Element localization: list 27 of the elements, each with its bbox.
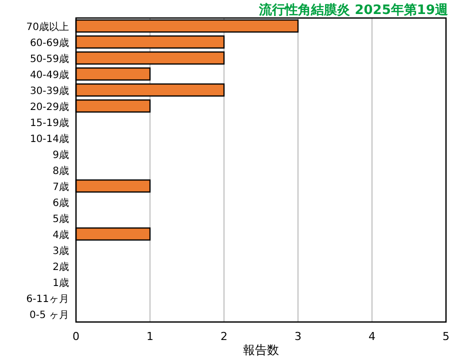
y-tick-label: 6-11ヶ月 xyxy=(26,294,69,305)
y-tick-label: 60-69歳 xyxy=(30,37,69,49)
y-tick-label: 3歳 xyxy=(52,245,69,257)
x-tick-label: 3 xyxy=(294,330,302,343)
chart-title: 流行性角結膜炎 2025年第19週 xyxy=(258,2,449,18)
x-tick-label: 5 xyxy=(442,330,450,343)
y-tick-label: 10-14歳 xyxy=(30,133,69,145)
x-axis-title: 報告数 xyxy=(243,343,279,357)
y-tick-label: 6歳 xyxy=(52,197,69,209)
y-tick-label: 20-29歳 xyxy=(30,101,69,113)
y-tick-label: 5歳 xyxy=(52,213,69,225)
y-tick-label: 50-59歳 xyxy=(30,53,69,65)
x-tick-label: 1 xyxy=(146,330,154,343)
x-tick-label: 0 xyxy=(72,330,80,343)
x-tick-label: 2 xyxy=(220,330,228,343)
y-tick-label: 2歳 xyxy=(52,261,69,273)
y-tick-label: 70歳以上 xyxy=(26,21,69,33)
y-tick-label: 9歳 xyxy=(52,149,69,161)
y-tick-label: 8歳 xyxy=(52,165,69,177)
y-tick-label: 4歳 xyxy=(52,229,69,241)
y-tick-label: 15-19歳 xyxy=(30,117,69,129)
x-tick-label: 4 xyxy=(368,330,376,343)
y-tick-label: 30-39歳 xyxy=(30,85,69,97)
y-tick-label: 7歳 xyxy=(52,181,69,193)
y-tick-label: 0-5 ヶ月 xyxy=(29,310,69,321)
y-tick-label: 1歳 xyxy=(52,277,69,289)
y-tick-label: 40-49歳 xyxy=(30,69,69,81)
